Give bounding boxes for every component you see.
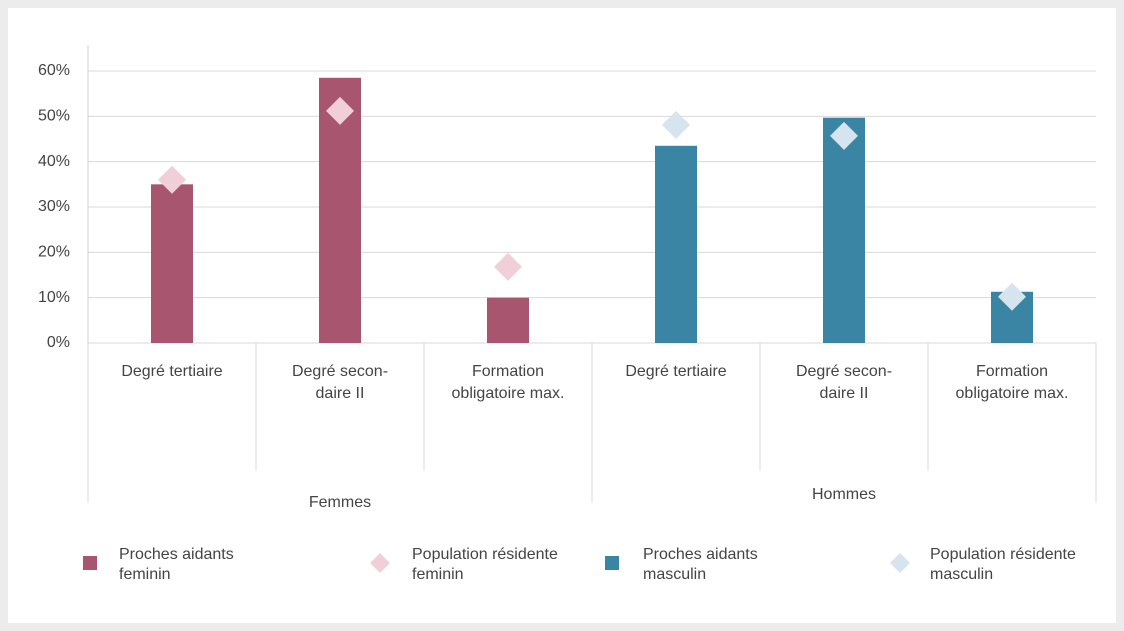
- legend-marker: [370, 553, 390, 573]
- x-tick-label: Degré secon-: [796, 363, 892, 380]
- group-label: Femmes: [309, 494, 371, 511]
- group-label: Hommes: [812, 486, 876, 503]
- legend-label: Population résidente feminin: [412, 546, 558, 583]
- diamond-marker: [830, 121, 858, 150]
- bar: [823, 117, 865, 344]
- y-tick-label: 0%: [47, 334, 70, 351]
- x-tick-label: obligatoire max.: [452, 385, 565, 402]
- x-tick-label: Degré secon-: [292, 363, 388, 380]
- y-tick-label: 30%: [38, 198, 70, 215]
- x-tick-label: obligatoire max.: [956, 385, 1069, 402]
- legend-marker: [890, 553, 910, 573]
- diamond-marker: [662, 110, 690, 139]
- bar: [487, 297, 529, 343]
- x-tick-label: Formation: [472, 363, 544, 380]
- legend-label: Population résidente masculin: [930, 546, 1076, 583]
- diamond-marker: [998, 282, 1026, 311]
- diamond-marker: [326, 96, 354, 125]
- legend-marker: [605, 556, 619, 570]
- legend-label: Proches aidants feminin: [119, 546, 234, 583]
- x-tick-label: Degré tertiaire: [121, 363, 222, 380]
- bar: [151, 184, 193, 343]
- y-tick-label: 60%: [38, 62, 70, 79]
- y-tick-label: 50%: [38, 108, 70, 125]
- x-tick-label: daire II: [316, 385, 365, 402]
- y-tick-label: 40%: [38, 153, 70, 170]
- y-tick-label: 10%: [38, 289, 70, 306]
- legend-label: Proches aidants masculin: [643, 546, 758, 583]
- diamond-marker: [494, 252, 522, 281]
- x-tick-label: Formation: [976, 363, 1048, 380]
- y-tick-label: 20%: [38, 244, 70, 261]
- diamond-marker: [158, 165, 186, 194]
- legend-marker: [83, 556, 97, 570]
- bar: [655, 145, 697, 343]
- x-tick-label: daire II: [820, 385, 869, 402]
- x-tick-label: Degré tertiaire: [625, 363, 726, 380]
